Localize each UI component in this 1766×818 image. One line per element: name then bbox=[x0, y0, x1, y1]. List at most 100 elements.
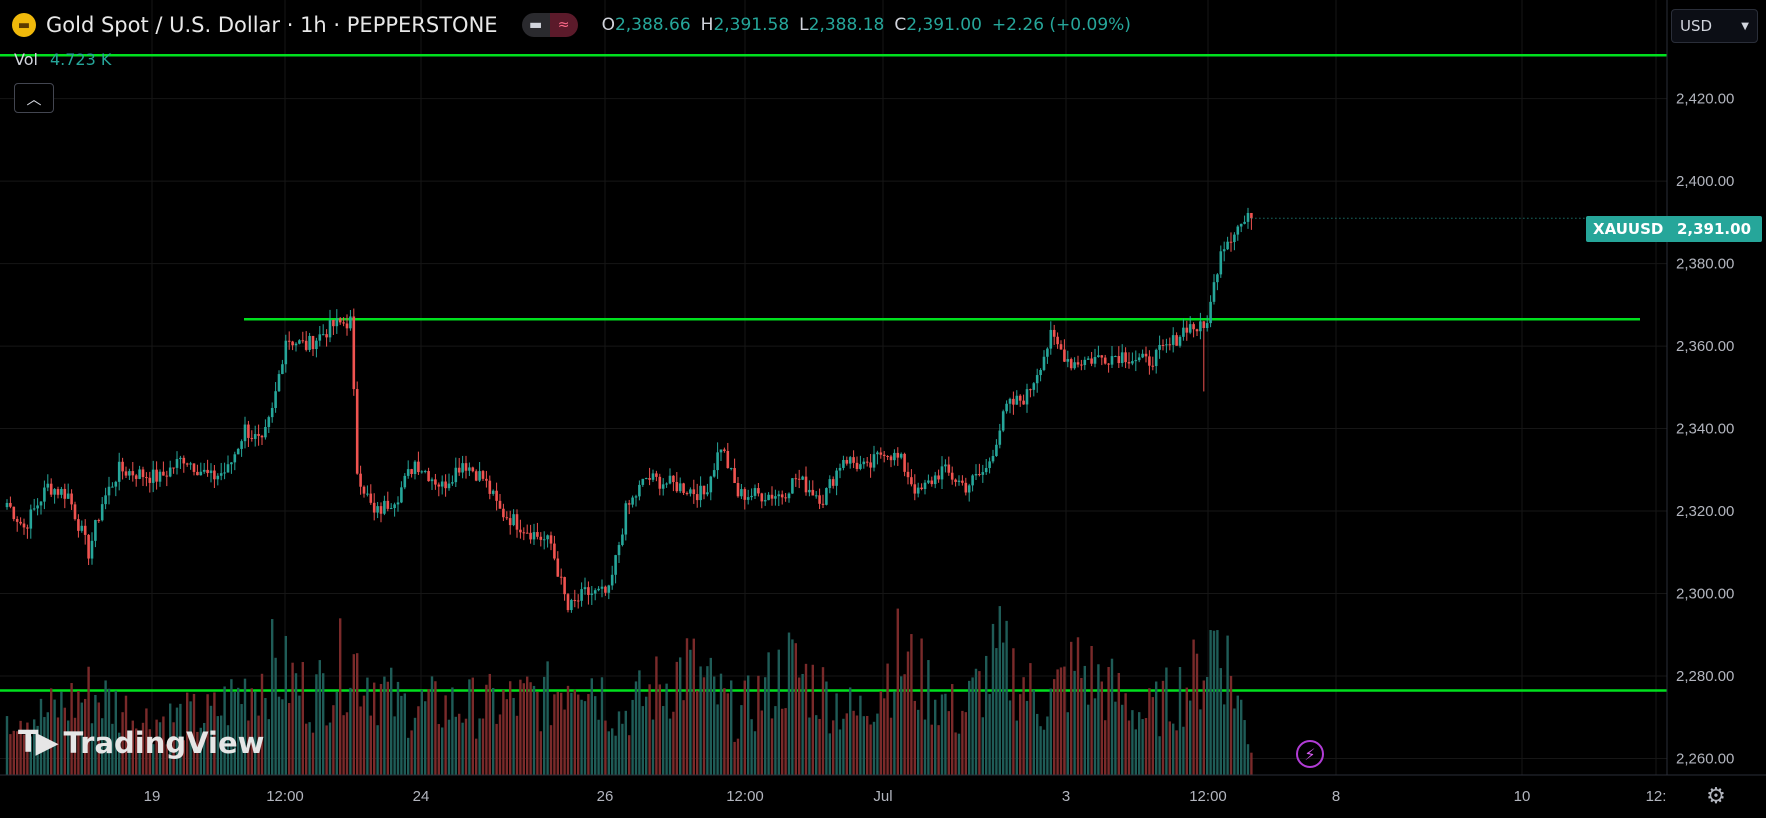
volume-bar bbox=[658, 684, 661, 775]
candle-body bbox=[158, 471, 162, 482]
volume-bar bbox=[927, 660, 930, 775]
candle-body bbox=[658, 476, 662, 489]
candle-body bbox=[641, 478, 645, 485]
volume-bar bbox=[373, 682, 376, 775]
volume-bar bbox=[502, 689, 505, 775]
instrument-title[interactable]: Gold Spot / U.S. Dollar · 1h · PEPPERSTO… bbox=[46, 13, 498, 37]
candle-body bbox=[859, 464, 862, 469]
candle-body bbox=[828, 479, 832, 489]
volume-bar bbox=[743, 680, 746, 775]
volume-bar bbox=[73, 717, 77, 775]
candle-body bbox=[573, 600, 577, 602]
high-label: H bbox=[700, 15, 714, 35]
collapse-legend-button[interactable]: ︿ bbox=[14, 83, 54, 113]
settings-gear-icon[interactable]: ⚙ bbox=[1706, 783, 1726, 809]
volume-bar bbox=[1076, 637, 1080, 775]
candle-body bbox=[216, 475, 220, 480]
candle-body bbox=[250, 437, 254, 439]
volume-bar bbox=[213, 692, 216, 775]
time-axis[interactable]: 19 12:00 24 26 12:00 Jul 3 12:00 8 10 12: bbox=[144, 788, 1667, 805]
volume-legend[interactable]: Vol 4.723 K bbox=[14, 50, 111, 69]
volume-bar bbox=[84, 698, 87, 775]
volume-bar bbox=[859, 695, 862, 775]
candle-body bbox=[777, 494, 781, 497]
candle-body bbox=[1120, 352, 1124, 364]
candle-body bbox=[104, 495, 107, 505]
volume-bar bbox=[247, 720, 250, 775]
candle-body bbox=[97, 520, 101, 522]
candle-body bbox=[1233, 234, 1236, 243]
candle-body bbox=[753, 488, 757, 496]
candle-body bbox=[107, 486, 111, 496]
volume-bar bbox=[223, 686, 226, 775]
candle-body bbox=[393, 504, 396, 509]
candle-body bbox=[519, 529, 522, 533]
indicator-toggle[interactable]: ▬ ≈ bbox=[521, 13, 578, 37]
candle-body bbox=[920, 487, 923, 490]
candle-body bbox=[593, 590, 597, 594]
price-axis[interactable]: 2,260.00 2,280.00 2,300.00 2,320.00 2,340.00… bbox=[1676, 91, 1734, 768]
tradingview-logo[interactable]: T▶ TradingView bbox=[18, 725, 264, 760]
volume-bar bbox=[577, 694, 580, 775]
volume-bar bbox=[138, 745, 141, 775]
volume-bar bbox=[1025, 700, 1029, 775]
volume-bar bbox=[464, 718, 468, 775]
volume-bar bbox=[597, 719, 600, 775]
volume-bar bbox=[539, 731, 542, 775]
volume-bar bbox=[495, 723, 498, 775]
volume-bar bbox=[570, 692, 573, 775]
volume-bar bbox=[430, 676, 434, 775]
volume-bar bbox=[764, 677, 767, 775]
horizontal-levels[interactable] bbox=[0, 54, 1667, 692]
candle-body bbox=[209, 470, 213, 474]
candle-body bbox=[457, 467, 461, 473]
volume-bar bbox=[998, 606, 1001, 775]
volume-bar bbox=[1100, 681, 1103, 775]
volume-bar bbox=[777, 649, 780, 775]
volume-bar bbox=[1168, 721, 1171, 775]
volume-bar bbox=[339, 618, 342, 775]
volume-bar bbox=[1093, 698, 1097, 775]
candle-body bbox=[366, 493, 369, 495]
lightning-icon[interactable]: ⚡ bbox=[1296, 740, 1324, 768]
volume-bar bbox=[257, 715, 260, 775]
candle-body bbox=[124, 471, 128, 476]
volume-bar bbox=[33, 719, 36, 775]
candle-body bbox=[539, 536, 543, 540]
volume-bar bbox=[162, 716, 165, 775]
chart-grid bbox=[0, 0, 1667, 775]
volume-bar bbox=[192, 693, 196, 775]
candle-body bbox=[515, 514, 519, 530]
candle-body bbox=[264, 427, 267, 438]
candle-body bbox=[1052, 329, 1056, 337]
volume-bar bbox=[111, 723, 114, 775]
volume-bar bbox=[560, 692, 563, 775]
candle-body bbox=[311, 335, 315, 350]
candle-body bbox=[906, 471, 910, 478]
volume-bar bbox=[723, 688, 726, 775]
candle-body bbox=[1103, 357, 1107, 364]
candle-body bbox=[430, 479, 434, 482]
volume-bar bbox=[913, 700, 916, 775]
candle-body bbox=[563, 577, 566, 595]
candle-body bbox=[270, 407, 274, 418]
volume-bar bbox=[1212, 630, 1216, 775]
volume-bar bbox=[515, 715, 519, 775]
volume-bar bbox=[1144, 718, 1148, 775]
volume-bar bbox=[509, 681, 512, 775]
candle-body bbox=[304, 340, 308, 350]
volume-bar bbox=[883, 698, 886, 775]
wave-icon[interactable]: ≈ bbox=[549, 13, 578, 37]
volume-bar bbox=[104, 680, 107, 775]
currency-select[interactable]: USD ▼ bbox=[1671, 9, 1758, 43]
candle-body bbox=[838, 467, 842, 471]
volume-bar bbox=[437, 724, 440, 775]
candle-body bbox=[335, 318, 339, 327]
volume-bar bbox=[628, 735, 631, 775]
volume-bar bbox=[121, 712, 124, 775]
volume-bar bbox=[383, 676, 386, 775]
minus-icon[interactable]: ▬ bbox=[521, 13, 550, 37]
candle-body bbox=[556, 558, 560, 577]
volume-bar bbox=[274, 657, 277, 775]
